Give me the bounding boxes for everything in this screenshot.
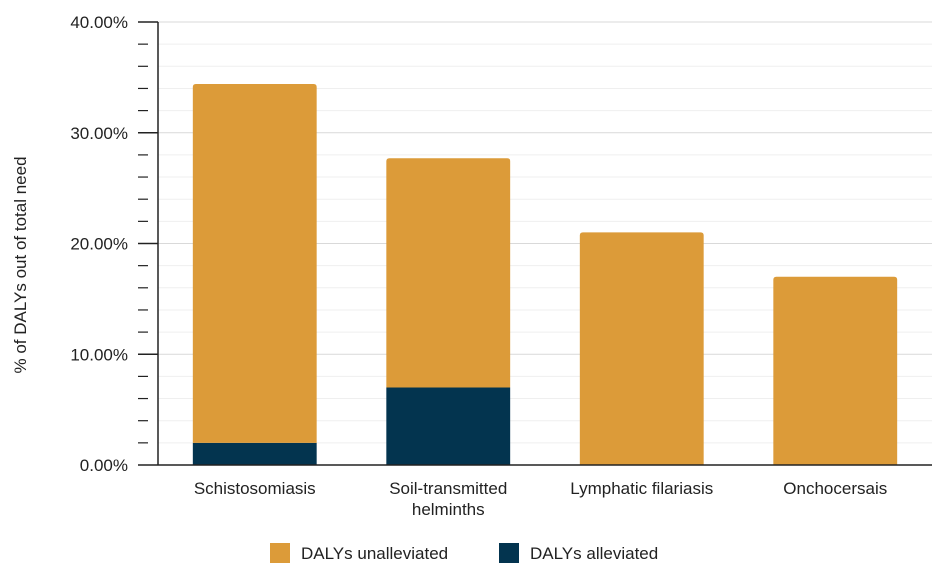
legend: DALYs unalleviated DALYs alleviated bbox=[270, 543, 658, 563]
x-tick-label: Schistosomiasis bbox=[194, 479, 316, 498]
bar-segment-dalys-alleviated bbox=[192, 442, 317, 465]
bar-segment-dalys-unalleviated bbox=[579, 232, 704, 465]
y-tick-label: 40.00% bbox=[70, 13, 128, 32]
bar-segment-dalys-unalleviated bbox=[773, 276, 898, 465]
legend-swatch bbox=[270, 543, 290, 563]
x-tick-label: Lymphatic filariasis bbox=[570, 479, 713, 498]
y-tick-label: 30.00% bbox=[70, 124, 128, 143]
bar-segment-dalys-unalleviated bbox=[386, 158, 511, 388]
legend-item: DALYs alleviated bbox=[499, 543, 658, 563]
legend-label: DALYs alleviated bbox=[530, 544, 658, 563]
y-tick-label: 0.00% bbox=[80, 456, 128, 475]
y-tick-labels: 0.00% 10.00% 20.00% 30.00% 40.00% bbox=[70, 13, 128, 475]
bars bbox=[192, 84, 898, 465]
x-tick-label: Onchocersais bbox=[783, 479, 887, 498]
axes bbox=[138, 21, 932, 466]
bar-segment-dalys-unalleviated bbox=[192, 84, 317, 443]
bar-segment-dalys-alleviated bbox=[386, 387, 511, 465]
legend-label: DALYs unalleviated bbox=[301, 544, 448, 563]
y-axis-label: % of DALYs out of total need bbox=[11, 156, 30, 373]
y-tick-label: 20.00% bbox=[70, 235, 128, 254]
x-tick-labels: Schistosomiasis Soil-transmitted helminths… bbox=[194, 479, 887, 519]
legend-item: DALYs unalleviated bbox=[270, 543, 448, 563]
legend-swatch bbox=[499, 543, 519, 563]
y-tick-label: 10.00% bbox=[70, 345, 128, 364]
x-tick-label: Soil-transmitted helminths bbox=[389, 479, 507, 519]
